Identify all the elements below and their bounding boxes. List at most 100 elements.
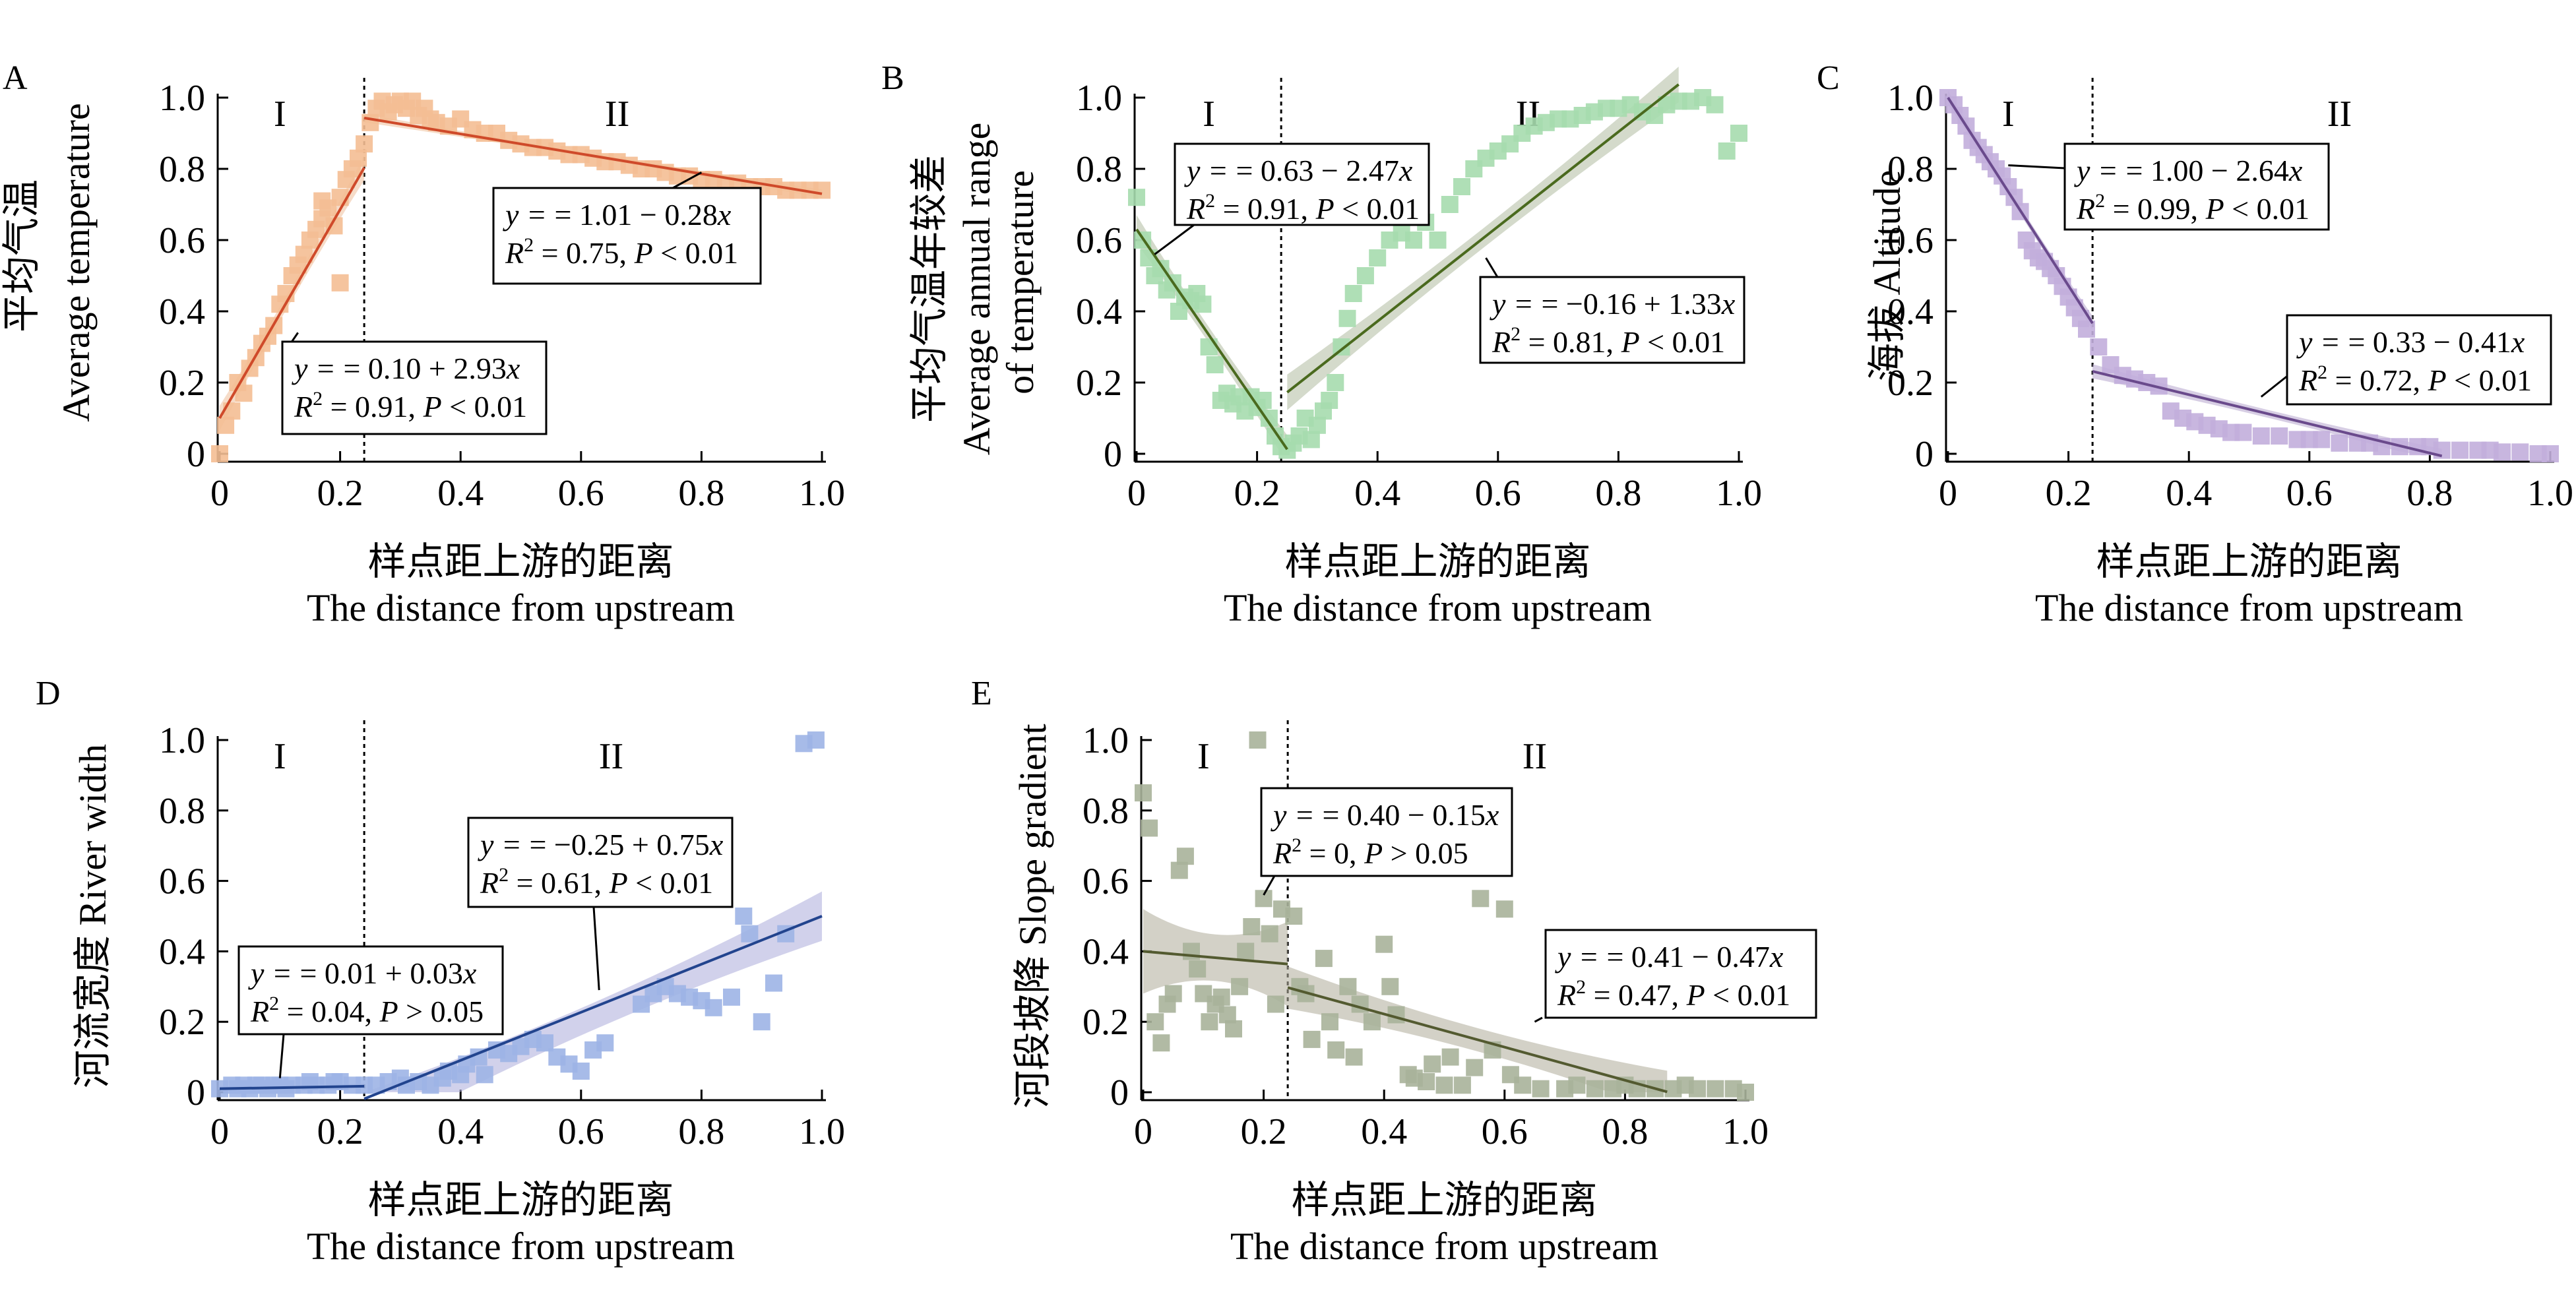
annotation-box [1479,276,1745,364]
data-point [2313,431,2331,449]
data-point [1164,985,1182,1003]
stats-text: R2 = 0.47, P < 0.01 [1557,976,1790,1012]
y-tick-label: 0.2 [159,1002,205,1043]
equation-rhs: −0.16 + 1.33 [1566,287,1722,321]
data-point [1303,1030,1321,1048]
equation-rhs: 0.63 − 2.47 [1261,154,1399,187]
data-point [1418,1073,1435,1090]
scatter-points [1939,89,2559,462]
y-tick-label: 0.8 [1083,791,1129,832]
data-point [1128,189,1145,206]
x-axis-label-en: The distance from upstream [2035,586,2463,629]
equation-var: x [1398,154,1413,187]
r2-value: = 0.47, [1586,978,1686,1012]
data-point [596,1034,614,1052]
panel-d: D0 0.2 0.4 0.6 0.8 1.000.20.40.60.81.0 I IIy = … [36,675,845,1268]
r2-symbol: R [2298,363,2317,397]
confidence-band-ii [2092,364,2442,454]
data-point [1345,1048,1363,1066]
stats-text: R2 = 0.61, P < 0.01 [480,864,713,900]
data-point [1237,943,1255,960]
x-tick-label: 0.4 [437,1111,484,1152]
scatter-points [1135,731,1754,1101]
x-axis-label-cn: 样点距上游的距离 [1284,540,1590,583]
r2-superscript: 2 [269,993,279,1014]
data-point [1212,988,1230,1006]
stats-text: R2 = 0.75, P < 0.01 [505,234,738,270]
data-point [356,135,373,153]
annotation-leader [1154,224,1195,255]
equation-text: y = = 0.40 − 0.15x [1271,798,1499,832]
data-point [1200,338,1218,356]
y-tick-label: 0.2 [1076,363,1122,404]
r2-superscript: 2 [499,864,509,886]
segment-label-ii: II [605,94,629,135]
p-value: > 0.05 [1383,836,1468,870]
data-point [1441,1048,1459,1066]
equation-var: x [2511,325,2525,359]
segment-label-i: I [274,736,286,777]
panel-letter: D [36,675,61,712]
equation-rhs: 0.01 + 0.03 [325,956,463,990]
r2-symbol: R [2076,192,2095,226]
p-value: < 0.01 [653,236,738,270]
data-point [1429,232,1447,249]
r2-value: = 0.91, [323,390,423,423]
r2-value: = 0.99, [2105,192,2205,226]
y-axis-label-en: Altitude [1866,170,1908,295]
data-point [1194,295,1212,313]
y-axis-label-en: River width [71,744,114,925]
panel-letter: C [1817,59,1840,97]
r2-superscript: 2 [2317,361,2327,383]
x-tick-label: 0.4 [437,473,484,514]
x-tick-label: 0.4 [1354,473,1400,514]
equation-equals: = [336,352,368,385]
x-tick-label: 0.8 [2406,473,2453,514]
y-axis-label-cn: 平均气温年较差 [908,155,951,423]
stats-text: R2 = 0, P > 0.05 [1272,834,1468,870]
data-point [2252,427,2270,445]
equation-y: y = [292,352,336,385]
x-tick-label: 1.0 [1716,473,1762,514]
data-point [1453,1076,1471,1094]
y-axis-label-cn: 海拔 [1864,305,1909,381]
data-point [1327,1041,1345,1059]
x-tick-label: 0.6 [1482,1111,1528,1152]
r2-value: = 0.61, [509,866,609,900]
data-point [1405,232,1422,249]
fit-line-ii [2092,369,2443,458]
stats-text: R2 = 0.81, P < 0.01 [1492,323,1725,359]
data-point [1707,1080,1724,1098]
p-symbol: P [379,995,398,1028]
data-point [705,999,722,1016]
y-axis-label-en: Average temperature [55,103,98,422]
x-tick-label: 0.2 [2046,473,2092,514]
equation-rhs: −0.25 + 0.75 [554,828,710,861]
x-axis-label-cn: 样点距上游的距离 [367,540,674,583]
y-tick-label: 0.4 [159,931,205,972]
segment-label-ii: II [1523,736,1547,777]
panel-c: C0 0.2 0.4 0.6 0.8 1.000.20.40.60.81.0 I IIy = … [1817,59,2573,629]
stats-text: R2 = 0.72, P < 0.01 [2298,361,2532,397]
equation-text: y = = 0.10 + 2.93x [292,352,520,385]
p-value: < 0.01 [1705,978,1790,1012]
equation-var: x [506,352,520,385]
stats-text: R2 = 0.91, P < 0.01 [1186,190,1420,226]
y-tick-label: 0.6 [1887,220,1933,261]
annotation-box [492,187,762,285]
y-axis-label-en: Average annual range [955,123,998,456]
annotation-leader [672,171,703,189]
equation-equals: = [547,198,579,232]
data-point [1147,1013,1164,1031]
panel-e: E0 0.2 0.4 0.6 0.8 1.000.20.40.60.81.0 I IIy = … [971,675,1817,1268]
r2-value: = 0.72, [2327,363,2428,397]
data-point [1730,125,1747,142]
y-tick-label: 0.6 [159,220,205,261]
equation-text: y = = 0.01 + 0.03x [248,956,477,990]
data-point [1261,925,1278,943]
x-tick-label: 0.8 [678,1111,724,1152]
equation-equals: = [2118,154,2151,187]
x-tick-label: 0 [1127,473,1146,514]
equation-equals: = [1228,154,1261,187]
